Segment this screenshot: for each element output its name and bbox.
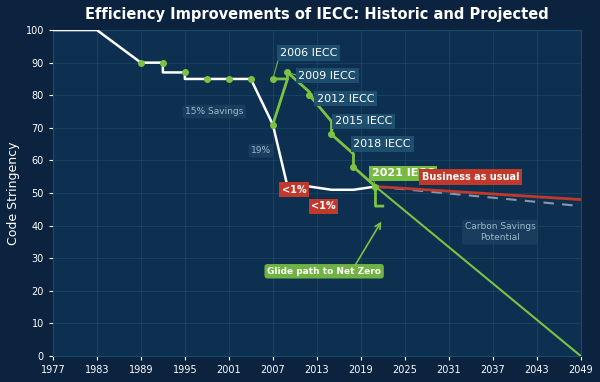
Y-axis label: Code Stringency: Code Stringency: [7, 141, 20, 245]
Text: 2006 IECC: 2006 IECC: [280, 48, 338, 58]
Text: 2021 IECC: 2021 IECC: [372, 168, 434, 178]
Text: 2012 IECC: 2012 IECC: [317, 94, 374, 104]
Text: <1%: <1%: [281, 185, 306, 195]
Text: 15% Savings: 15% Savings: [185, 107, 243, 116]
Text: Business as usual: Business as usual: [422, 172, 520, 182]
Title: Efficiency Improvements of IECC: Historic and Projected: Efficiency Improvements of IECC: Histori…: [85, 7, 548, 22]
Text: Glide path to Net Zero: Glide path to Net Zero: [267, 267, 381, 276]
Text: 2018 IECC: 2018 IECC: [353, 139, 411, 149]
Text: Carbon Savings
Potential: Carbon Savings Potential: [465, 222, 535, 242]
Text: 19%: 19%: [251, 146, 271, 155]
Text: 2015 IECC: 2015 IECC: [335, 117, 392, 126]
Text: <1%: <1%: [311, 201, 335, 211]
Text: 2009 IECC: 2009 IECC: [298, 71, 356, 81]
